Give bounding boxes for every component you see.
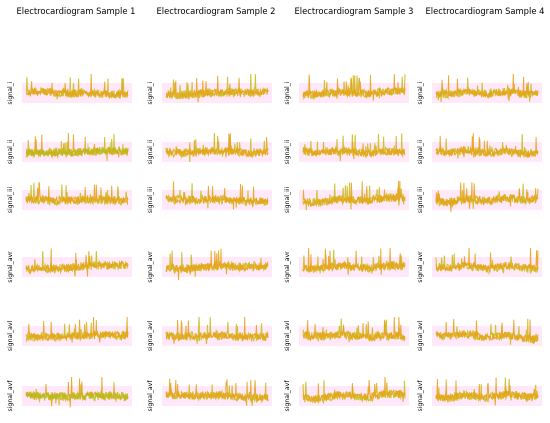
trace-primary xyxy=(435,247,539,273)
row-label-signal-avf: signal_avf xyxy=(284,380,291,412)
row-label-signal-ii: signal_ii xyxy=(417,139,424,164)
panel-electrocardiogram-sample-4-signal-avf: signal_avf xyxy=(417,377,542,412)
panel-electrocardiogram-sample-2-signal-avr: signal_avr xyxy=(147,248,272,283)
panel-electrocardiogram-sample-1-signal-avl: signal_avl xyxy=(7,316,132,351)
row-label-signal-i: signal_i xyxy=(147,81,154,104)
trace-primary xyxy=(165,378,269,406)
row-label-signal-iii: signal_iii xyxy=(147,186,154,213)
trace-primary xyxy=(165,133,269,158)
trace-primary xyxy=(302,180,406,208)
row-label-signal-avl: signal_avl xyxy=(7,320,14,351)
trace-primary xyxy=(25,316,129,343)
panel-electrocardiogram-sample-3-signal-iii: signal_iii xyxy=(284,180,409,213)
panel-electrocardiogram-sample-3-signal-avl: signal_avl xyxy=(284,316,409,351)
panel-electrocardiogram-sample-2-signal-ii: signal_ii xyxy=(147,132,272,164)
column-title-2: Electrocardiogram Sample 2 xyxy=(157,6,276,16)
row-label-signal-avr: signal_avr xyxy=(417,251,424,283)
panel-electrocardiogram-sample-3-signal-avr: signal_avr xyxy=(284,247,409,283)
row-label-signal-avl: signal_avl xyxy=(284,320,291,351)
trace-primary xyxy=(25,73,129,99)
panel-grid: signal_i signal_i signal_i signal_i signal_i… xyxy=(7,73,542,412)
column-title-1: Electrocardiogram Sample 1 xyxy=(17,6,136,16)
trace-primary xyxy=(25,248,129,277)
panel-electrocardiogram-sample-1-signal-ii: signal_ii xyxy=(7,132,132,164)
row-label-signal-avf: signal_avf xyxy=(7,380,14,412)
row-label-signal-avf: signal_avf xyxy=(147,380,154,412)
row-label-signal-iii: signal_iii xyxy=(284,186,291,213)
column-title-3: Electrocardiogram Sample 3 xyxy=(295,6,414,16)
trace-primary xyxy=(302,73,406,101)
panel-electrocardiogram-sample-4-signal-avl: signal_avl xyxy=(417,318,542,351)
trace-primary xyxy=(435,182,539,213)
row-label-signal-ii: signal_ii xyxy=(284,139,291,164)
row-label-signal-avr: signal_avr xyxy=(147,251,154,283)
row-label-signal-iii: signal_iii xyxy=(7,186,14,213)
trace-primary xyxy=(435,318,539,345)
trace-primary xyxy=(302,316,406,343)
row-label-signal-iii: signal_iii xyxy=(417,186,424,213)
trace-primary xyxy=(165,181,269,210)
row-label-signal-avr: signal_avr xyxy=(7,251,14,283)
panel-electrocardiogram-sample-1-signal-iii: signal_iii xyxy=(7,181,132,213)
panel-electrocardiogram-sample-1-signal-avr: signal_avr xyxy=(7,248,132,283)
row-label-signal-i: signal_i xyxy=(284,81,291,104)
panel-electrocardiogram-sample-2-signal-i: signal_i xyxy=(147,73,272,105)
row-label-signal-avr: signal_avr xyxy=(284,251,291,283)
row-label-signal-i: signal_i xyxy=(7,81,14,104)
column-title-4: Electrocardiogram Sample 4 xyxy=(426,6,545,16)
row-label-signal-avl: signal_avl xyxy=(417,320,424,351)
panel-electrocardiogram-sample-3-signal-avf: signal_avf xyxy=(284,376,409,412)
trace-primary xyxy=(435,377,539,406)
trace-accent xyxy=(25,391,129,400)
trace-primary xyxy=(165,248,269,281)
trace-primary xyxy=(302,376,406,403)
panel-electrocardiogram-sample-4-signal-ii: signal_ii xyxy=(417,133,542,164)
panel-electrocardiogram-sample-2-signal-iii: signal_iii xyxy=(147,181,272,213)
trace-primary xyxy=(25,181,129,206)
panel-electrocardiogram-sample-1-signal-i: signal_i xyxy=(7,73,132,105)
panel-electrocardiogram-sample-4-signal-i: signal_i xyxy=(417,73,542,105)
trace-primary xyxy=(302,247,406,275)
trace-accent xyxy=(25,141,129,156)
row-label-signal-avf: signal_avf xyxy=(417,380,424,412)
panel-electrocardiogram-sample-2-signal-avl: signal_avl xyxy=(147,316,272,351)
row-label-signal-avl: signal_avl xyxy=(147,320,154,351)
column-titles: Electrocardiogram Sample 1 Electrocardiog… xyxy=(17,6,545,16)
panel-electrocardiogram-sample-4-signal-avr: signal_avr xyxy=(417,247,542,283)
panel-electrocardiogram-sample-2-signal-avf: signal_avf xyxy=(147,378,272,412)
panel-electrocardiogram-sample-3-signal-i: signal_i xyxy=(284,73,409,105)
panel-electrocardiogram-sample-3-signal-ii: signal_ii xyxy=(284,133,409,164)
trace-primary xyxy=(302,135,406,162)
trace-primary xyxy=(165,316,269,344)
row-label-signal-i: signal_i xyxy=(417,81,424,104)
panel-electrocardiogram-sample-4-signal-iii: signal_iii xyxy=(417,182,542,213)
trace-primary xyxy=(435,133,539,158)
trace-primary xyxy=(165,75,269,103)
row-label-signal-ii: signal_ii xyxy=(7,139,14,164)
trace-primary xyxy=(25,376,129,408)
row-label-signal-ii: signal_ii xyxy=(147,139,154,164)
panel-electrocardiogram-sample-1-signal-avf: signal_avf xyxy=(7,376,132,412)
trace-primary xyxy=(435,73,539,103)
